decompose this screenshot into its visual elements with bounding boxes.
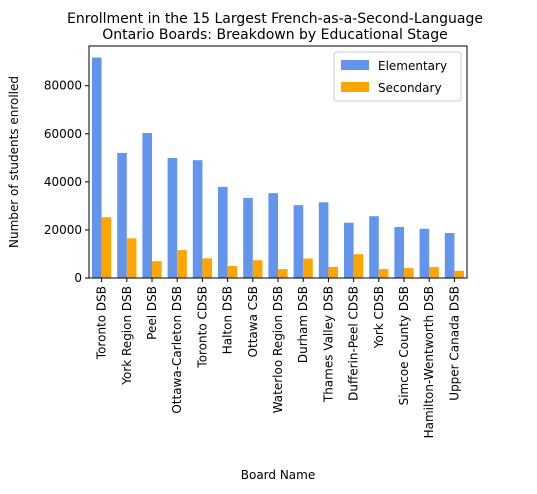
bar-secondary-13 [429, 266, 439, 278]
bar-secondary-11 [378, 269, 389, 278]
x-tick-label-3: Ottawa-Carleton DSB [170, 286, 184, 414]
bar-secondary-9 [328, 266, 338, 278]
x-tick-label-11: York CDSB [372, 286, 386, 349]
legend: Elementary Secondary [333, 51, 462, 102]
bar-secondary-3 [177, 250, 187, 278]
y-tick-label-2: 40000 [44, 175, 82, 189]
x-tick-label-9: Thames Valley DSB [321, 286, 335, 403]
chart-title-line-1: Enrollment in the 15 Largest French-as-a… [67, 11, 483, 27]
bar-secondary-2 [152, 261, 162, 278]
x-tick-label-6: Ottawa CSB [246, 286, 260, 357]
bar-secondary-12 [404, 268, 414, 278]
bar-elementary-3 [167, 158, 178, 278]
y-axis: 0 20000 40000 60000 80000 [44, 79, 89, 285]
bar-elementary-6 [243, 197, 253, 278]
bar-elementary-10 [344, 222, 354, 278]
bar-secondary-8 [303, 258, 313, 278]
bar-elementary-4 [192, 160, 203, 278]
chart-title-line-2: Ontario Boards: Breakdown by Educational… [102, 27, 448, 43]
x-tick-label-4: Toronto CDSB [195, 286, 209, 369]
bar-secondary-7 [278, 269, 288, 278]
bar-secondary-6 [252, 260, 263, 278]
bar-elementary-1 [117, 152, 127, 278]
y-tick-label-0: 0 [74, 271, 82, 285]
x-tick-label-13: Hamilton-Wentworth DSB [422, 286, 436, 438]
x-tick-label-7: Waterloo Region DSB [271, 286, 285, 413]
x-axis: Toronto DSB York Region DSB Peel DSB Ottawa… [95, 278, 461, 438]
x-tick-label-10: Dufferin-Peel CDSB [347, 286, 361, 401]
y-tick-label-4: 80000 [44, 79, 82, 93]
bar-elementary-9 [318, 202, 329, 278]
x-tick-label-5: Halton DSB [221, 286, 235, 354]
bar-elementary-8 [293, 205, 304, 278]
legend-swatch-elementary [341, 60, 369, 70]
y-tick-label-3: 60000 [44, 127, 82, 141]
bar-elementary-14 [444, 233, 455, 278]
bar-secondary-5 [227, 265, 238, 278]
y-tick-label-1: 20000 [44, 223, 82, 237]
y-axis-label: Number of students enrolled [7, 76, 21, 248]
legend-swatch-secondary [341, 82, 369, 92]
x-tick-label-12: Simcoe County DSB [397, 286, 411, 405]
bar-elementary-11 [369, 216, 379, 278]
plot-frame [88, 45, 468, 279]
bar-elementary-7 [268, 193, 278, 278]
bar-secondary-1 [126, 238, 137, 278]
x-tick-label-8: Durham DSB [296, 286, 310, 363]
bar-secondary-10 [353, 254, 364, 278]
x-axis-label: Board Name [241, 468, 315, 482]
bar-elementary-0 [92, 57, 102, 278]
legend-label-secondary: Secondary [378, 81, 442, 95]
bar-elementary-5 [218, 186, 228, 278]
bar-secondary-14 [454, 270, 464, 278]
legend-label-elementary: Elementary [378, 59, 447, 73]
x-tick-label-1: York Region DSB [120, 286, 134, 386]
bar-elementary-2 [142, 133, 152, 278]
bars-group [92, 57, 464, 278]
x-tick-label-2: Peel DSB [145, 286, 159, 340]
bar-elementary-13 [419, 228, 430, 278]
x-tick-label-0: Toronto DSB [95, 286, 109, 360]
bar-secondary-0 [101, 217, 112, 278]
bar-elementary-12 [394, 227, 404, 278]
x-tick-label-14: Upper Canada DSB [447, 286, 461, 401]
bar-secondary-4 [202, 258, 212, 278]
